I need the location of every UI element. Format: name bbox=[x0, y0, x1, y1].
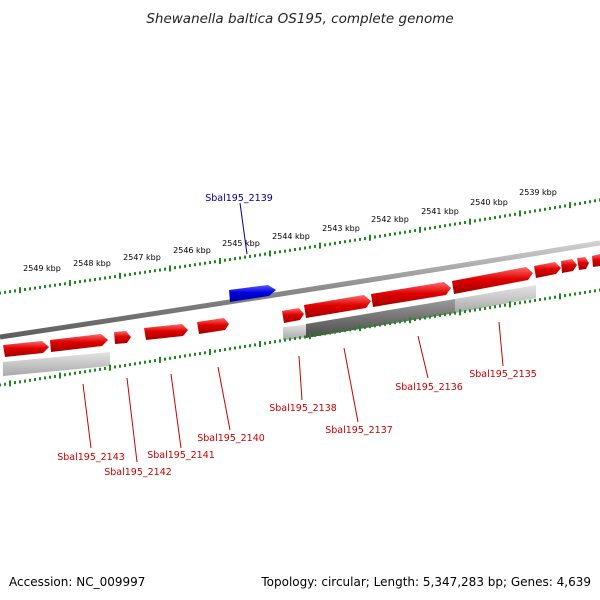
kbp-label: 2540 kbp bbox=[470, 198, 508, 207]
gene-label[interactable]: Sbal195_2136 bbox=[395, 382, 463, 393]
gene-arrow[interactable] bbox=[144, 324, 188, 340]
gene-label[interactable]: Sbal195_2137 bbox=[325, 425, 393, 436]
genome-summary: Topology: circular; Length: 5,347,283 bp… bbox=[260, 575, 591, 589]
genome-title: Shewanella baltica OS195, complete genom… bbox=[146, 11, 453, 27]
leader-line bbox=[217, 366, 231, 431]
leader-line bbox=[170, 373, 182, 449]
kbp-label: 2548 kbp bbox=[73, 259, 111, 268]
kbp-label: 2545 kbp bbox=[222, 239, 260, 248]
gene-arrow[interactable] bbox=[577, 257, 589, 270]
genome-backbone bbox=[0, 240, 600, 340]
gene-arrow[interactable] bbox=[592, 254, 600, 267]
feature-blocks bbox=[3, 285, 536, 376]
kbp-label: 2544 kbp bbox=[272, 232, 310, 241]
gene-arrow[interactable] bbox=[371, 282, 451, 307]
gene-label[interactable]: Sbal195_2138 bbox=[269, 403, 337, 414]
label-leader-lines bbox=[82, 202, 504, 463]
leader-line bbox=[82, 383, 92, 449]
kbp-label: 2543 kbp bbox=[322, 224, 360, 233]
lower-tick-ruler bbox=[0, 288, 600, 387]
gene-arrow[interactable] bbox=[304, 295, 371, 318]
gene-arrow[interactable] bbox=[50, 334, 108, 352]
gene-arrow[interactable] bbox=[197, 318, 229, 334]
gene-label[interactable]: Sbal195_2142 bbox=[104, 467, 172, 478]
accession-label: Accession: NC_009997 bbox=[9, 575, 145, 589]
gene-arrow[interactable] bbox=[3, 341, 49, 357]
kbp-label: 2549 kbp bbox=[23, 264, 61, 273]
leader-line bbox=[343, 347, 359, 423]
gene-label[interactable]: Sbal195_2141 bbox=[147, 450, 215, 461]
kbp-label: 2541 kbp bbox=[421, 207, 459, 216]
gene-label[interactable]: Sbal195_2139 bbox=[205, 193, 273, 204]
kbp-label: 2539 kbp bbox=[519, 188, 557, 197]
leader-line bbox=[126, 377, 138, 463]
leader-line bbox=[498, 321, 504, 367]
gene-arrow[interactable] bbox=[114, 331, 131, 344]
gene-arrow[interactable] bbox=[534, 262, 561, 278]
kbp-scale-labels: 2549 kbp 2548 kbp 2547 kbp 2546 kbp 2545… bbox=[23, 188, 557, 273]
upper-tick-ruler bbox=[0, 198, 600, 295]
kbp-label: 2547 kbp bbox=[123, 253, 161, 262]
leader-line bbox=[298, 355, 303, 401]
feature-block bbox=[455, 285, 536, 313]
gene-arrow[interactable] bbox=[561, 259, 577, 273]
feature-block bbox=[306, 299, 455, 338]
leader-line bbox=[417, 335, 429, 379]
gene-arrow[interactable] bbox=[452, 267, 533, 294]
gene-label[interactable]: Sbal195_2143 bbox=[57, 452, 125, 463]
gene-label[interactable]: Sbal195_2135 bbox=[469, 369, 537, 380]
leader-line bbox=[239, 202, 248, 255]
gene-arrow[interactable] bbox=[282, 308, 304, 323]
kbp-label: 2546 kbp bbox=[173, 246, 211, 255]
gene-arrow-sbal195-2139[interactable] bbox=[229, 285, 276, 302]
feature-block bbox=[3, 352, 110, 376]
gene-label[interactable]: Sbal195_2140 bbox=[197, 433, 265, 444]
plus-strand-genes bbox=[3, 254, 600, 357]
gene-labels: Sbal195_2139 Sbal195_2143 Sbal195_2142 S… bbox=[57, 193, 537, 478]
kbp-label: 2542 kbp bbox=[371, 215, 409, 224]
feature-block bbox=[283, 324, 310, 340]
